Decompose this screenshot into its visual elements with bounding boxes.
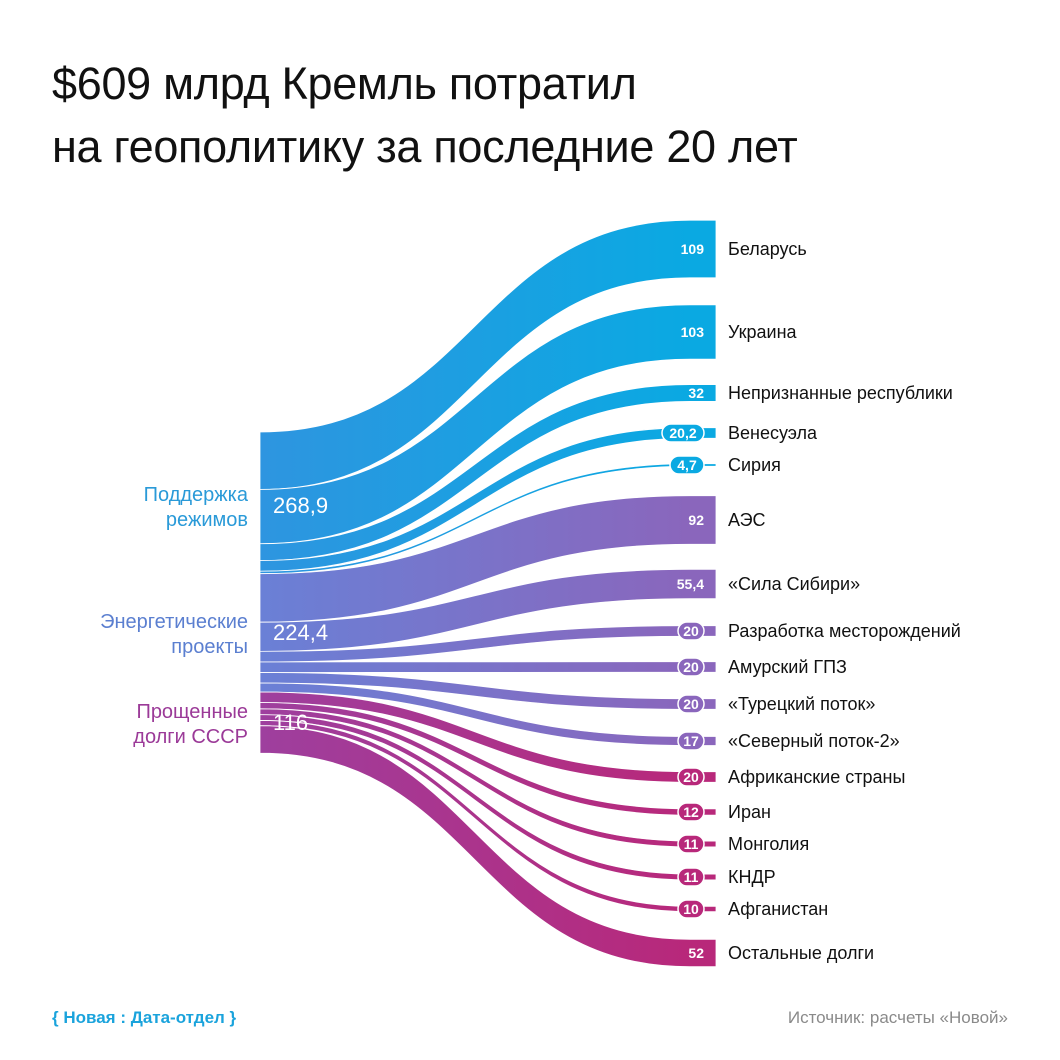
source-label: долги СССР: [133, 726, 248, 748]
link-value-label: 20: [683, 623, 699, 639]
target-label: КНДР: [728, 867, 776, 887]
target-label: Венесуэла: [728, 423, 818, 443]
link-value-pill: [677, 621, 705, 641]
source-value-label: 268,9: [273, 493, 328, 518]
flow-link: [259, 495, 717, 623]
flow-link: [259, 720, 717, 913]
target-label: Беларусь: [728, 239, 807, 259]
title-line-2: на геополитику за последние 20 лет: [52, 121, 798, 172]
flow-link: [259, 569, 717, 652]
source-label: Энергетические: [100, 611, 248, 633]
flow-link: [259, 625, 717, 663]
target-label: Непризнанные республики: [728, 383, 953, 403]
flow-link: [259, 304, 717, 545]
target-label: Сирия: [728, 455, 781, 475]
source-label: режимов: [166, 509, 248, 531]
target-label: «Сила Сибири»: [728, 574, 860, 594]
target-label: Монголия: [728, 834, 809, 854]
target-label: Иран: [728, 802, 771, 822]
link-value-label: 20: [683, 769, 699, 785]
link-value-label: 109: [681, 241, 705, 257]
flow-link: [259, 714, 717, 881]
credit-logo: { Новая : Дата-отдел }: [52, 1008, 237, 1027]
link-value-label: 11: [684, 869, 699, 885]
link-value-label: 103: [681, 324, 705, 340]
flow-link: [259, 702, 717, 816]
flow-link: [259, 691, 717, 783]
link-value-label: 4,7: [677, 457, 697, 473]
source-value-label: 116: [273, 710, 308, 735]
link-value-label: 11: [684, 836, 699, 852]
link-value-label: 12: [683, 804, 699, 820]
link-value-label: 52: [688, 945, 704, 961]
link-value-pill: [677, 657, 705, 677]
link-value-label: 20: [683, 659, 699, 675]
target-label: Разработка месторождений: [728, 621, 961, 641]
target-label: Афганистан: [728, 899, 828, 919]
link-value-label: 92: [688, 512, 704, 528]
source-label: Прощенные: [136, 701, 248, 723]
source-value-label: 224,4: [273, 620, 328, 645]
chart-title: $609 млрд Кремль потратил на геополитику…: [52, 52, 798, 178]
link-value-label: 10: [683, 901, 699, 917]
flow-link: [259, 427, 717, 572]
link-value-label: 20,2: [669, 425, 696, 441]
source-label: проекты: [171, 636, 248, 658]
target-label: «Северный поток-2»: [728, 731, 900, 751]
link-value-label: 32: [688, 385, 704, 401]
link-value-pill: [669, 455, 705, 475]
flow-link: [259, 682, 717, 746]
link-value-pill: [661, 423, 705, 443]
target-label: Остальные долги: [728, 943, 874, 963]
link-value-pill: [677, 767, 705, 787]
flow-link: [259, 661, 717, 673]
title-line-1: $609 млрд Кремль потратил: [52, 58, 637, 109]
flow-link: [259, 708, 717, 848]
flow-link: [259, 463, 717, 575]
target-label: Амурский ГПЗ: [728, 657, 847, 677]
link-value-label: 55,4: [677, 576, 704, 592]
target-label: АЭС: [728, 510, 766, 530]
flow-link: [259, 219, 717, 490]
source-label: Поддержка: [144, 484, 249, 506]
flow-link: [259, 672, 717, 710]
link-value-pill: [677, 802, 705, 822]
target-label: Африканские страны: [728, 767, 905, 787]
link-value-pill: [677, 731, 705, 751]
flow-link: [259, 725, 717, 968]
target-label: Украина: [728, 322, 798, 342]
link-value-label: 17: [683, 733, 699, 749]
source-note: Источник: расчеты «Новой»: [787, 1008, 1008, 1027]
link-value-pill: [677, 867, 705, 887]
link-value-label: 20: [683, 696, 699, 712]
flow-link: [259, 384, 717, 561]
link-value-pill: [677, 834, 705, 854]
link-value-pill: [677, 694, 705, 714]
link-value-pill: [677, 899, 705, 919]
target-label: «Турецкий поток»: [728, 694, 875, 714]
